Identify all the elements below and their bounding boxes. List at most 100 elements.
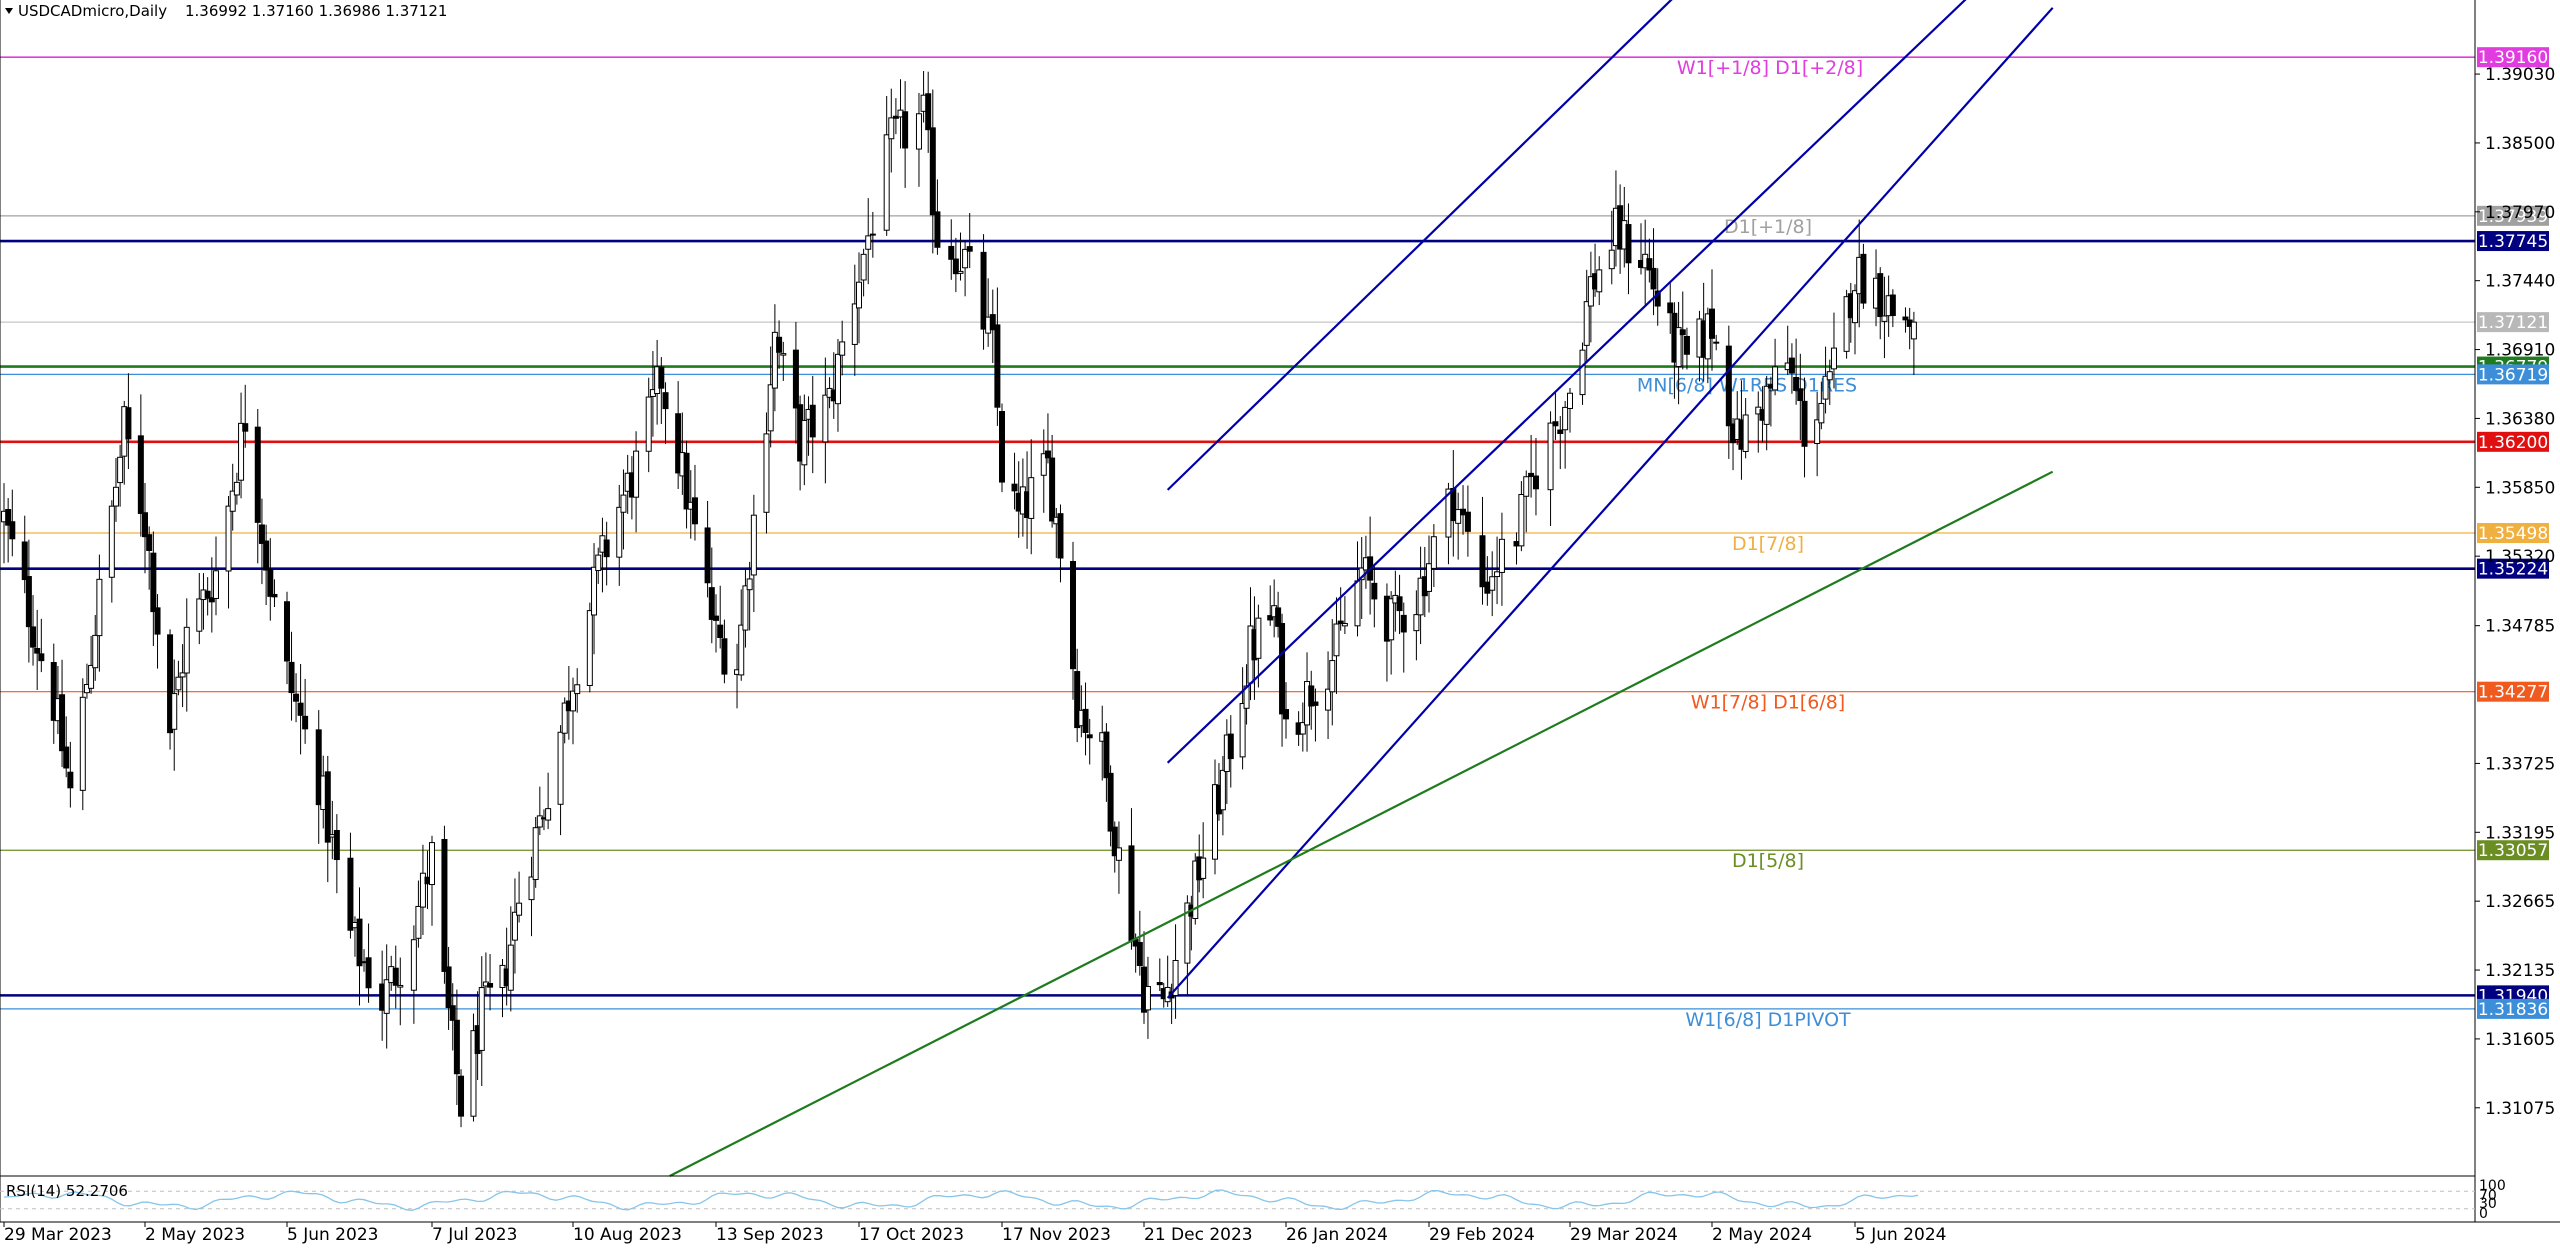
chart-menu-triangle-icon[interactable] — [5, 8, 13, 14]
candle-bull-body — [1354, 580, 1361, 627]
level-price-label-1.35224: 1.35224 — [2478, 560, 2548, 580]
candle — [333, 814, 340, 894]
level-price-tag-1.35498 — [2477, 523, 2549, 544]
candle-bull-body — [1822, 375, 1829, 400]
time-axis-label: 2 May 2024 — [1712, 1225, 1812, 1245]
time-axis-label: 2 May 2023 — [145, 1225, 245, 1245]
candle — [1057, 504, 1064, 583]
chart-symbol-label: USDCADmicro,Daily — [18, 2, 167, 20]
candle — [324, 755, 331, 883]
candle — [869, 211, 876, 258]
candle-bear-body — [1275, 607, 1282, 627]
candle — [633, 431, 640, 533]
candle-bull-body — [1562, 406, 1569, 431]
rsi-scale-label: 100 — [2479, 1178, 2506, 1194]
candle-bear-body — [441, 838, 448, 972]
candle — [1107, 765, 1114, 847]
candle — [142, 483, 148, 574]
candle — [1082, 682, 1089, 756]
trend-line-green-support[interactable] — [669, 470, 2054, 1177]
candle-bear-body — [1396, 596, 1403, 612]
rsi-scale-label: 70 — [2479, 1188, 2497, 1204]
candle — [1325, 651, 1332, 739]
candle-bull-body — [1518, 494, 1525, 547]
candle-bull-body — [511, 911, 518, 941]
candle — [1426, 535, 1432, 613]
candle-bull-body — [957, 270, 964, 274]
candle — [738, 589, 745, 681]
candle-bear-body — [267, 569, 274, 597]
candle — [88, 635, 95, 694]
candle-bull-body — [397, 984, 404, 988]
candle — [258, 498, 265, 585]
candle-bear-body — [1337, 620, 1344, 624]
candle-bull-body — [1587, 276, 1594, 307]
candle-bear-body — [1044, 450, 1051, 459]
candle — [1910, 311, 1917, 375]
candle — [1772, 338, 1779, 396]
candle — [1742, 398, 1749, 459]
candle-bull-body — [92, 634, 99, 669]
candle — [50, 643, 57, 744]
trend-line-channel-lower[interactable] — [1166, 7, 2054, 999]
candle-bull-body — [1144, 986, 1151, 1011]
candle-bull-body — [763, 433, 770, 513]
candle — [1625, 203, 1632, 295]
candle-bear-body — [929, 127, 936, 216]
candle — [1654, 268, 1661, 326]
candle-bear-body — [242, 423, 249, 432]
candle — [980, 234, 987, 350]
candle-bear-body — [1049, 457, 1056, 522]
candle-bull-body — [591, 566, 598, 616]
level-price-label-1.37939: 1.37939 — [2478, 207, 2548, 227]
time-axis-label: 13 Sep 2023 — [716, 1225, 824, 1245]
candle-bear-body — [302, 715, 309, 730]
candle-bear-body — [63, 746, 70, 769]
candle-bear-body — [263, 540, 270, 571]
candle-bull-body — [1814, 419, 1821, 444]
candle-bull-body — [88, 664, 95, 689]
candle-bull-body — [595, 554, 602, 571]
time-axis-label: 29 Mar 2024 — [1570, 1225, 1678, 1245]
price-axis: 1.391601.379391.377451.371211.367791.367… — [2475, 47, 2555, 1119]
candle-bull-body — [419, 872, 426, 908]
candle — [948, 219, 955, 280]
candle — [570, 677, 576, 745]
candle — [1136, 910, 1143, 976]
candle-bear-body — [258, 524, 265, 544]
candle-bear-body — [1709, 308, 1715, 339]
candle-bull-body — [1843, 296, 1850, 352]
candle — [750, 494, 757, 613]
chart-frame — [0, 0, 2560, 1223]
candle-bull-body — [865, 235, 872, 250]
candle-bear-body — [1484, 581, 1491, 594]
candle-bull-body — [79, 696, 86, 791]
level-caption-1.37939: D1[+1/8] — [1724, 216, 1812, 238]
level-caption-1.34277: W1[7/8] D1[6/8] — [1691, 692, 1845, 714]
candle — [1818, 381, 1825, 430]
time-axis-label: 17 Nov 2023 — [1002, 1225, 1111, 1245]
candle-bull-body — [1192, 860, 1199, 920]
candle-bear-body — [1082, 708, 1089, 733]
candle — [445, 946, 452, 1030]
candle-bear-body — [293, 693, 300, 702]
trend-line-channel-middle[interactable] — [1166, 0, 1986, 764]
candle — [1329, 619, 1336, 726]
time-axis-label: 7 Jul 2023 — [432, 1225, 517, 1245]
candle — [561, 697, 568, 744]
candle-bear-body — [683, 452, 690, 510]
candle-bull-body — [1608, 249, 1615, 270]
candle — [315, 710, 322, 844]
level-caption-1.39160: W1[+1/8] D1[+2/8] — [1677, 57, 1863, 79]
candle-bull-body — [616, 506, 623, 558]
candle — [1049, 434, 1056, 528]
candle — [1279, 613, 1286, 747]
candle — [507, 906, 514, 1012]
candle — [125, 373, 132, 470]
candle — [1312, 688, 1319, 742]
trend-line-channel-upper[interactable] — [1166, 0, 1691, 491]
candle-bear-body — [1625, 224, 1632, 264]
candle-bear-body — [1793, 377, 1800, 391]
